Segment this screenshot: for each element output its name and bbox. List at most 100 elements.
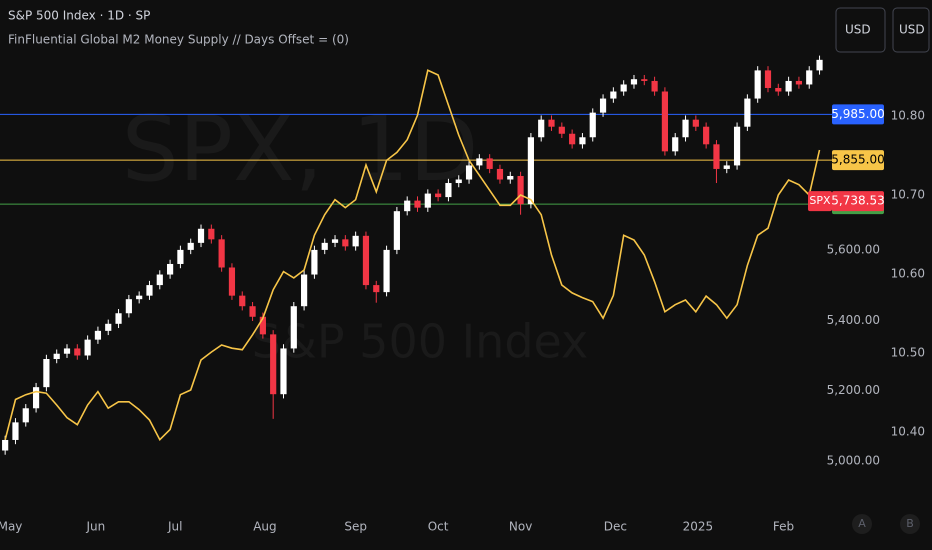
y-tick-label: 5,400.00 <box>827 313 880 327</box>
currency-label[interactable]: USD <box>845 23 871 37</box>
candle-body <box>12 422 19 440</box>
y2-tick-label: 10.70 <box>891 188 925 202</box>
candle-body <box>177 249 184 264</box>
y2-tick-label: 10.50 <box>891 345 925 359</box>
x-tick-label: Feb <box>773 520 794 534</box>
candle-body <box>558 126 565 134</box>
price-label: 5,985.00 <box>831 107 884 121</box>
candle-body <box>84 339 91 356</box>
scale-button[interactable] <box>852 514 872 534</box>
candle-body <box>208 228 215 240</box>
candle-body <box>239 295 246 307</box>
currency-button[interactable] <box>835 7 886 53</box>
candle-body <box>517 175 524 205</box>
price-label: 5,855.00 <box>831 153 884 167</box>
candle-body <box>105 323 112 331</box>
candle-body <box>280 348 287 395</box>
candle-body <box>733 126 741 166</box>
x-tick-label: Oct <box>428 520 449 534</box>
candle-body <box>795 80 803 85</box>
candle-body <box>445 183 452 198</box>
candle-body <box>311 249 318 275</box>
scale-label[interactable]: A <box>858 517 866 530</box>
candle-body <box>187 242 194 250</box>
y-tick-label: 5,600.00 <box>827 242 880 256</box>
y-tick-label: 5,000.00 <box>827 454 880 468</box>
chart-title: S&P 500 Index · 1D · SP <box>8 9 150 23</box>
watermark: SPX, 1D <box>122 97 479 202</box>
candle-body <box>342 239 349 247</box>
candle-body <box>682 119 689 138</box>
y2-tick-label: 10.40 <box>891 424 925 438</box>
candle-body <box>455 179 462 184</box>
scale-button[interactable] <box>900 514 920 534</box>
candle-body <box>22 408 29 423</box>
candle-body <box>218 239 225 268</box>
candle-body <box>383 249 390 293</box>
candle-body <box>393 211 400 250</box>
last-price-label: 5,738.53 <box>831 194 884 208</box>
candle-body <box>321 242 328 250</box>
candle-body <box>589 112 596 138</box>
candle-body <box>404 200 411 212</box>
candle-body <box>136 295 143 300</box>
candle-body <box>156 274 163 286</box>
candle-body <box>43 359 50 388</box>
candle-body <box>249 306 256 317</box>
candle-body <box>352 235 359 247</box>
x-tick-label: May <box>0 520 22 534</box>
candle-body <box>527 137 534 205</box>
candle-body <box>548 119 555 127</box>
scale-label[interactable]: B <box>906 517 914 530</box>
candle-body <box>661 91 668 152</box>
candle-body <box>785 80 792 92</box>
line-series <box>4 69 821 442</box>
candle-body <box>373 285 380 293</box>
candle-body <box>115 313 122 324</box>
candle-body <box>672 137 679 152</box>
candle-body <box>599 98 607 113</box>
candle-body <box>538 119 545 138</box>
candle-body <box>414 200 421 208</box>
candle-body <box>744 98 751 127</box>
candle-body <box>651 80 658 92</box>
indicator-title: FinFluential Global M2 Money Supply // D… <box>8 33 349 47</box>
candle-body <box>703 126 710 145</box>
x-tick-label: Dec <box>604 520 627 534</box>
x-tick-label: Jul <box>167 520 182 534</box>
candle-body <box>63 348 71 354</box>
price-label-box <box>832 104 884 125</box>
candle-body <box>476 158 483 166</box>
watermark: S&P 500 Index <box>252 315 589 369</box>
candle-body <box>713 144 720 169</box>
candle-body <box>775 87 782 92</box>
currency-label[interactable]: USD <box>899 23 925 37</box>
y-tick-label: 5,200.00 <box>827 383 880 397</box>
y2-tick-label: 10.80 <box>891 109 925 123</box>
candle-body <box>301 274 308 307</box>
candle-body <box>74 348 81 356</box>
candle-body <box>259 316 266 335</box>
candle-body <box>167 263 174 275</box>
candle-body <box>579 137 586 145</box>
candle-body <box>331 239 339 243</box>
last-price-name-box <box>808 191 832 212</box>
candle-body <box>816 59 823 71</box>
x-tick-label: Sep <box>344 520 367 534</box>
y2-tick-label: 10.60 <box>891 266 925 280</box>
candle-body <box>32 387 40 409</box>
candle-body <box>53 353 60 360</box>
currency-button[interactable] <box>892 7 930 53</box>
candle-body <box>228 267 236 296</box>
candle-body <box>125 299 132 314</box>
x-tick-label: Aug <box>253 520 276 534</box>
candle-body <box>146 285 153 296</box>
candle-body <box>465 165 473 180</box>
candle-body <box>641 79 648 81</box>
x-tick-label: 2025 <box>683 520 714 534</box>
candle-body <box>507 175 514 180</box>
last-price-name: SPX <box>809 194 831 207</box>
price-label-box <box>832 150 884 171</box>
